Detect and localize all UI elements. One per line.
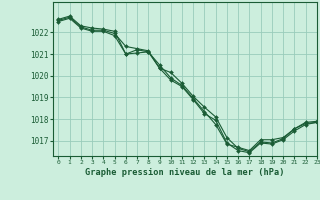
X-axis label: Graphe pression niveau de la mer (hPa): Graphe pression niveau de la mer (hPa): [85, 168, 284, 177]
